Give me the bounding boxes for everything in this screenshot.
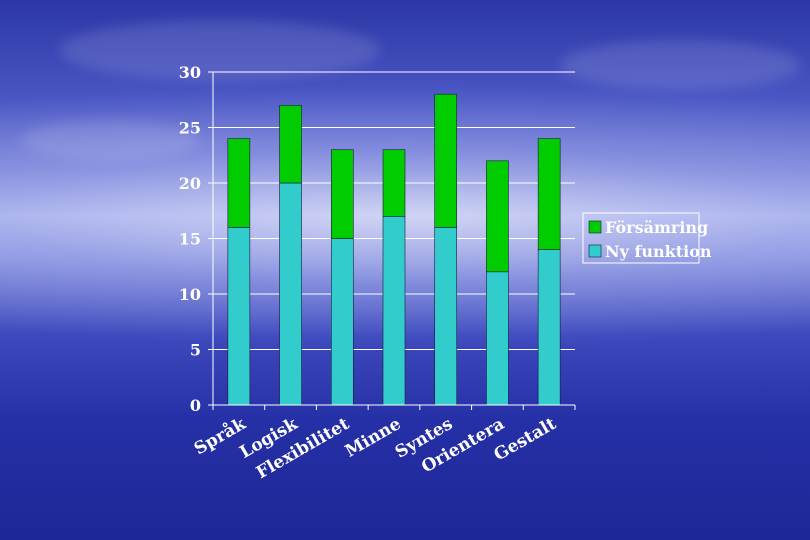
bar-ny-funktion: [486, 271, 509, 406]
y-tick-label: 15: [179, 230, 201, 249]
bar-forsamring: [279, 105, 302, 184]
background-cloud: [560, 40, 800, 90]
bar-forsamring: [382, 149, 406, 217]
legend-label: Försämring: [605, 218, 708, 237]
y-tick-label: 25: [179, 119, 201, 138]
background-cloud: [20, 120, 200, 160]
bar-ny-funktion: [382, 216, 406, 406]
bar-ny-funktion: [227, 227, 251, 406]
legend-swatch: [588, 220, 602, 234]
x-category-label: Minne: [342, 414, 405, 462]
bar-forsamring: [486, 160, 509, 273]
legend-swatch: [588, 244, 602, 258]
bar-ny-funktion: [434, 227, 458, 406]
x-axis-category-labels: SpråkLogiskFlexibilitetMinneSyntesOrient…: [190, 413, 559, 484]
y-axis-tick-labels: 0 5 10 15 20 25 30: [179, 63, 201, 415]
bar-ny-funktion: [279, 182, 302, 406]
y-tick-label: 30: [179, 63, 201, 82]
axes: [208, 71, 576, 410]
y-tick-label: 0: [190, 396, 201, 415]
bar-forsamring: [537, 138, 561, 250]
bar-ny-funktion: [330, 238, 354, 406]
legend-box: [582, 212, 700, 264]
bar-ny-funktion: [537, 249, 561, 406]
bar-forsamring: [434, 93, 458, 228]
bars: [227, 93, 561, 406]
background-cloud: [60, 20, 380, 80]
bar-forsamring: [330, 149, 354, 239]
legend-label: Ny funktion: [605, 242, 712, 261]
bar-forsamring: [227, 138, 251, 228]
y-tick-label: 10: [179, 285, 201, 304]
y-tick-label: 5: [190, 341, 201, 360]
legend: Försämring Ny funktion: [582, 212, 712, 264]
y-tick-label: 20: [179, 174, 201, 193]
